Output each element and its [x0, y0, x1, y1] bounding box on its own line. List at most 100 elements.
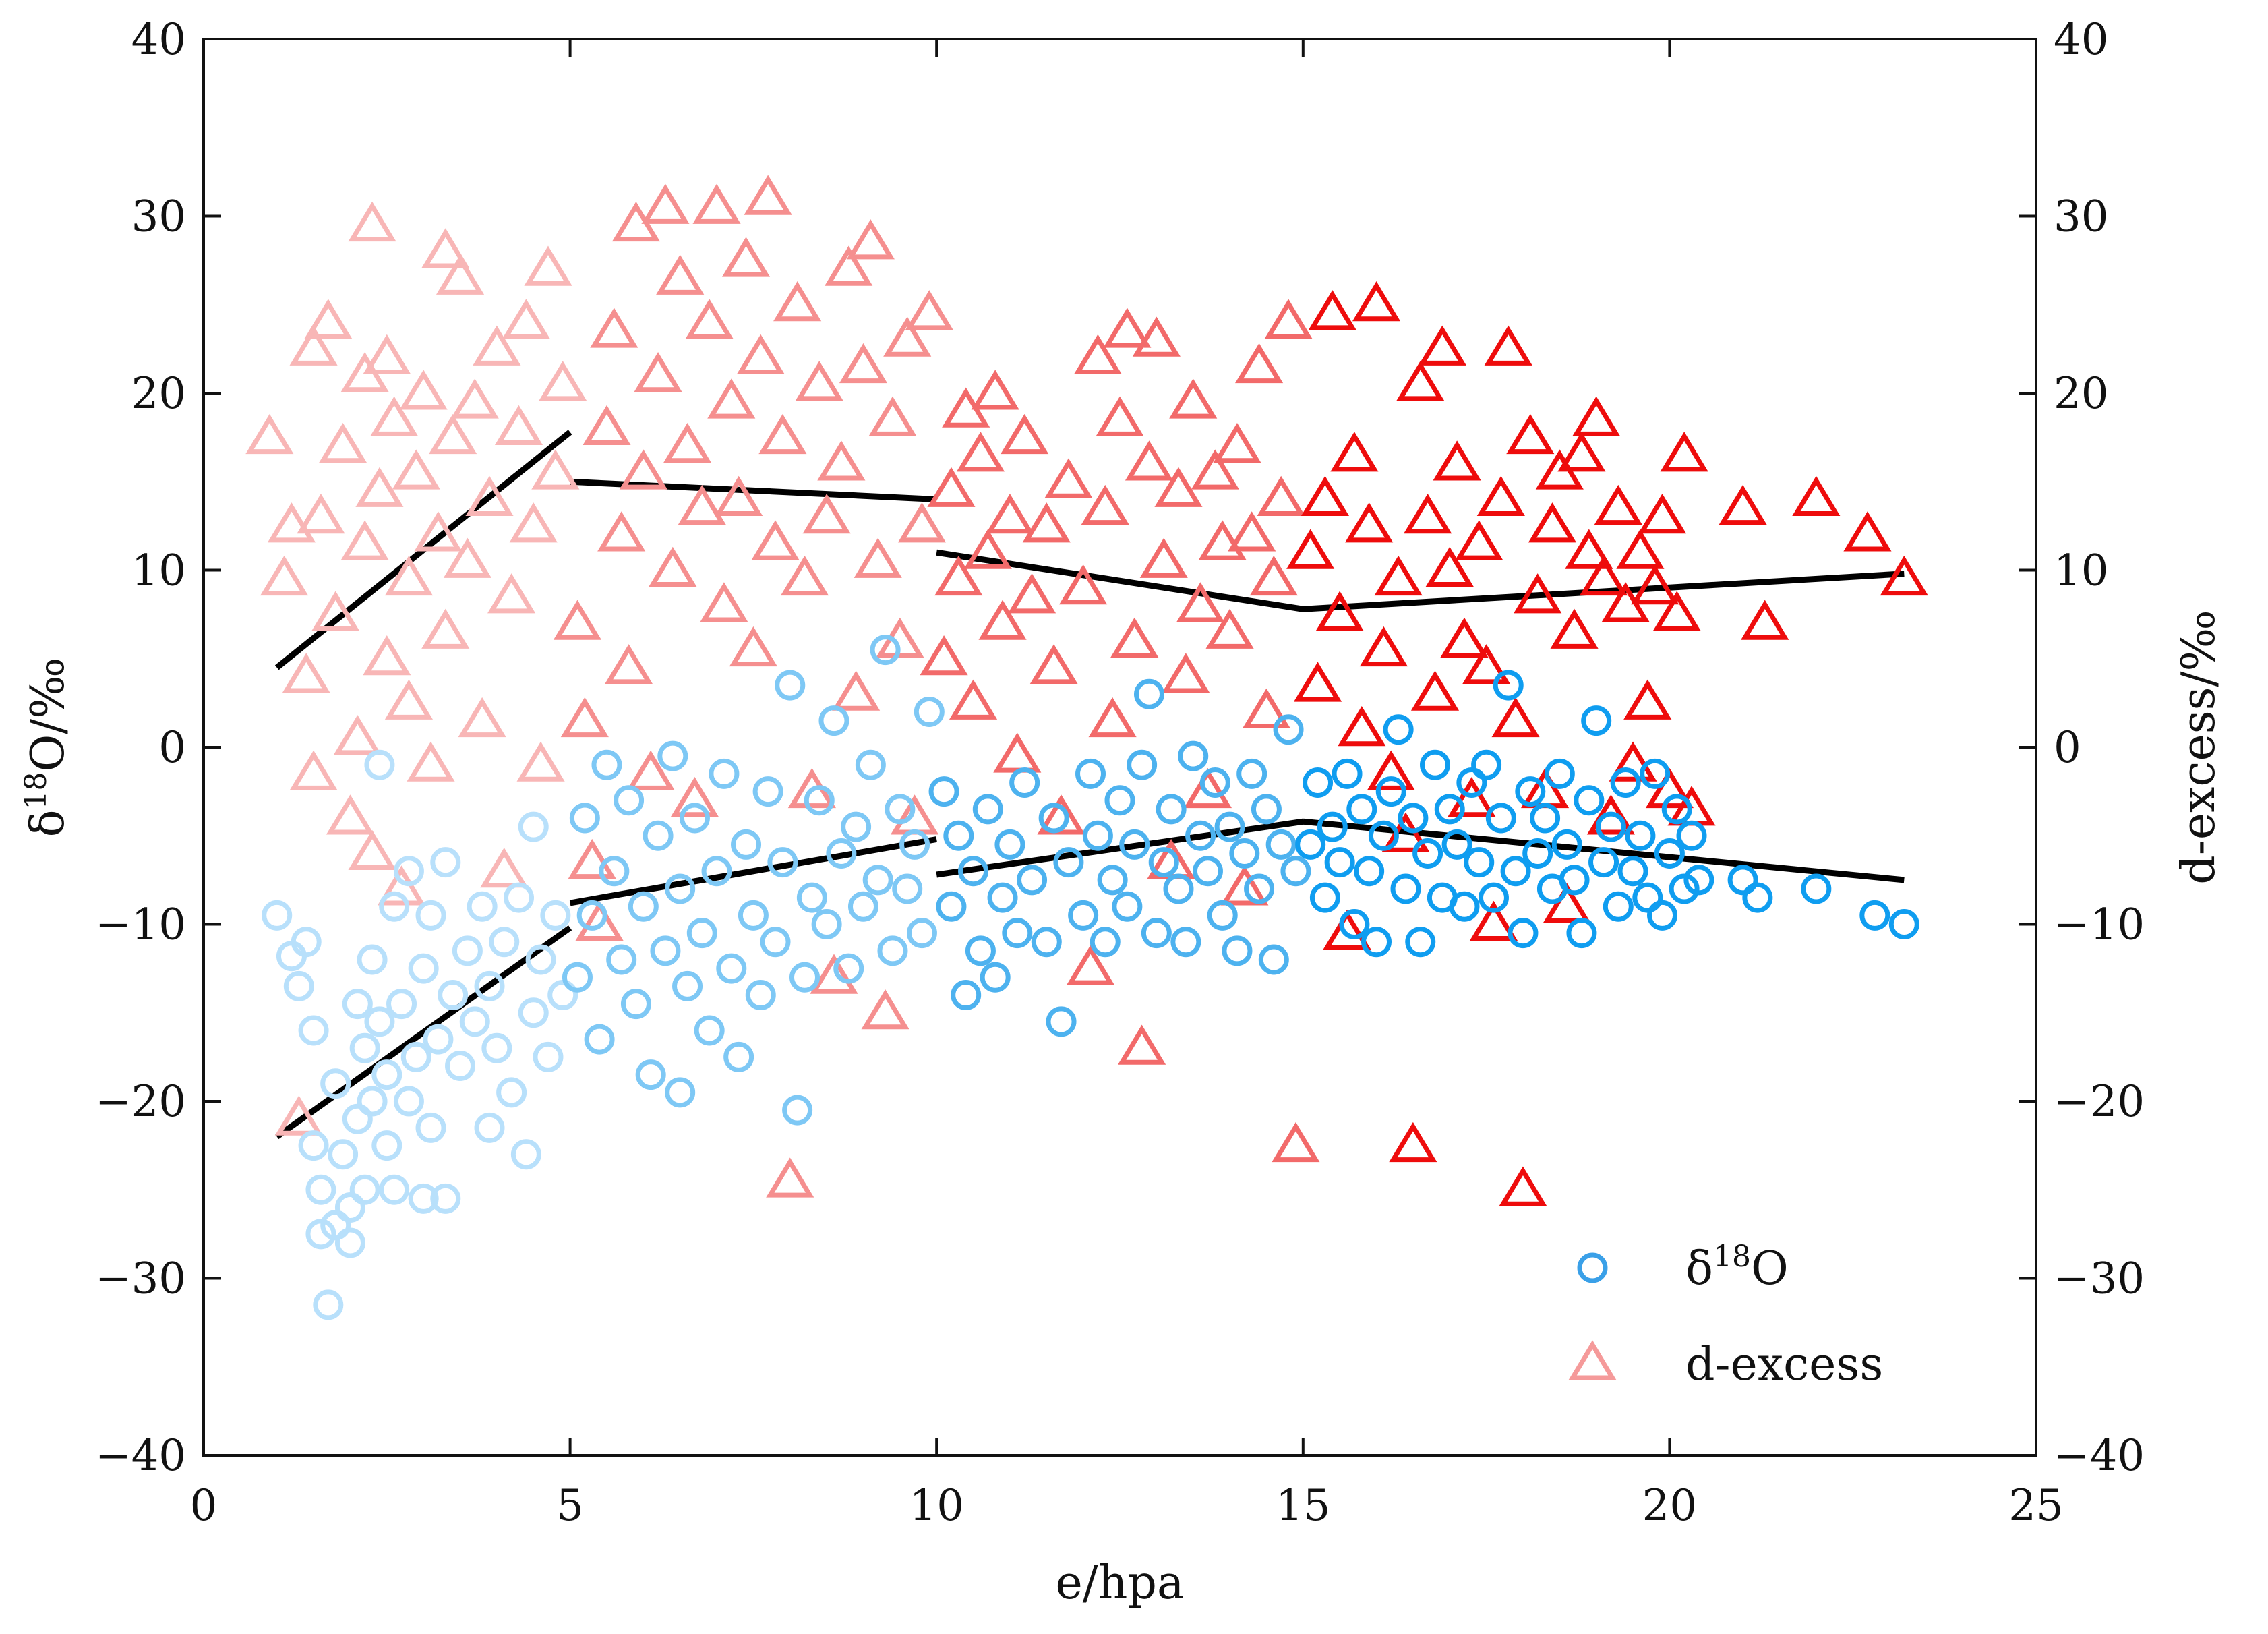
d18o-point — [1178, 740, 1209, 771]
d18o-point — [1104, 785, 1135, 816]
d18o-point — [1419, 749, 1450, 780]
d18o-point — [474, 970, 505, 1001]
d18o-point — [1170, 927, 1201, 958]
d-excess-point — [1455, 520, 1503, 560]
d-excess-point — [1396, 361, 1445, 401]
d18o-point — [393, 856, 424, 887]
legend-d18o-label-post: O — [1751, 1242, 1789, 1295]
d-excess-point — [729, 626, 777, 667]
d18o-point — [547, 980, 578, 1010]
d18o-point — [540, 900, 571, 931]
d18o-point — [1031, 927, 1062, 958]
d-excess-point — [663, 422, 712, 463]
d-excess-point — [1572, 396, 1621, 436]
d18o-point — [357, 944, 388, 975]
y-tick-label-left: 40 — [131, 15, 186, 65]
d-excess-point — [1029, 644, 1078, 684]
d18o-point — [320, 1210, 351, 1241]
d18o-point — [614, 785, 645, 816]
d-excess-point — [1088, 697, 1137, 738]
d-excess-point — [1352, 281, 1401, 322]
d18o-point — [1449, 891, 1480, 922]
d-excess-point — [1374, 555, 1423, 596]
d-excess-point — [795, 361, 843, 401]
d18o-point — [1075, 758, 1106, 789]
d18o-point — [334, 1192, 365, 1223]
d-excess-point — [1272, 1121, 1320, 1163]
d18o-point — [408, 953, 439, 984]
d18o-point — [349, 1032, 380, 1063]
d-excess-point — [773, 281, 822, 322]
d-excess-point — [1323, 909, 1371, 950]
d18o-point — [1361, 927, 1392, 958]
d-excess-point — [1631, 564, 1679, 605]
d18o-point — [1669, 873, 1700, 904]
d18o-point — [643, 820, 674, 851]
d18o-point — [1273, 714, 1304, 745]
d18o-point — [1339, 909, 1370, 939]
y-tick-label-left: −40 — [95, 1431, 186, 1481]
d18o-point — [723, 1041, 754, 1072]
d18o-point — [430, 847, 461, 878]
x-tick-label: 10 — [909, 1481, 963, 1531]
d-excess-point — [891, 794, 939, 835]
y-tick-label-left: 20 — [131, 369, 186, 419]
d18o-point — [1199, 767, 1230, 798]
d-excess-point — [751, 520, 800, 560]
d-excess-point — [641, 183, 690, 224]
d-excess-point — [473, 325, 521, 366]
d18o-point — [1405, 927, 1436, 958]
d18o-point — [1508, 918, 1539, 949]
d18o-point — [1683, 865, 1714, 896]
d-excess-point — [407, 741, 455, 782]
d-excess-point — [1616, 529, 1665, 569]
d18o-point — [1185, 820, 1216, 851]
d18o-point — [1317, 811, 1348, 842]
d18o-point — [313, 1289, 344, 1320]
d-excess-point — [1162, 653, 1210, 693]
d18o-point — [1559, 865, 1590, 896]
d-excess-point — [1242, 688, 1291, 728]
y-tick-label-left: −20 — [95, 1077, 186, 1127]
d-excess-point — [1557, 432, 1606, 472]
d-excess-point — [421, 228, 470, 268]
y-tick-label-right: 10 — [2054, 546, 2108, 596]
d18o-point — [782, 1095, 813, 1126]
d18o-point — [1265, 829, 1296, 860]
d18o-point — [1207, 900, 1238, 931]
d18o-point — [1588, 847, 1619, 878]
d-excess-point — [436, 254, 485, 295]
d18o-point — [1434, 794, 1465, 825]
x-tick-label: 25 — [2008, 1481, 2063, 1531]
d18o-point — [775, 670, 806, 701]
d18o-point — [283, 970, 314, 1001]
d-excess-point — [450, 378, 499, 419]
y-tick-label-left: 0 — [158, 723, 186, 773]
d18o-point — [841, 811, 872, 842]
d18o-point — [818, 705, 849, 736]
d18o-point — [745, 980, 776, 1010]
d18o-point — [1581, 705, 1612, 736]
d-excess-point — [825, 245, 873, 286]
d-excess-point — [1228, 511, 1276, 552]
d-excess-point — [1022, 502, 1071, 543]
d18o-point — [400, 1041, 431, 1072]
d18o-point — [1456, 767, 1487, 798]
d18o-point — [877, 935, 908, 966]
d-excess-point — [1594, 484, 1642, 525]
d18o-point — [262, 900, 293, 931]
y-axis-title-left-pre: δ — [22, 809, 75, 837]
d18o-point — [459, 1006, 490, 1037]
d-excess-point — [1565, 529, 1613, 569]
y-axis-title-left: δ18O/‰ — [19, 658, 75, 838]
d18o-point — [936, 891, 967, 922]
d18o-point — [1053, 847, 1084, 878]
d18o-point — [1090, 927, 1121, 958]
d-excess-point — [1213, 422, 1261, 463]
d-excess-point — [1652, 591, 1701, 631]
d18o-point — [334, 1227, 365, 1258]
d-excess-point — [1645, 767, 1694, 809]
d18o-point — [1676, 820, 1707, 851]
d18o-point — [1375, 776, 1406, 807]
